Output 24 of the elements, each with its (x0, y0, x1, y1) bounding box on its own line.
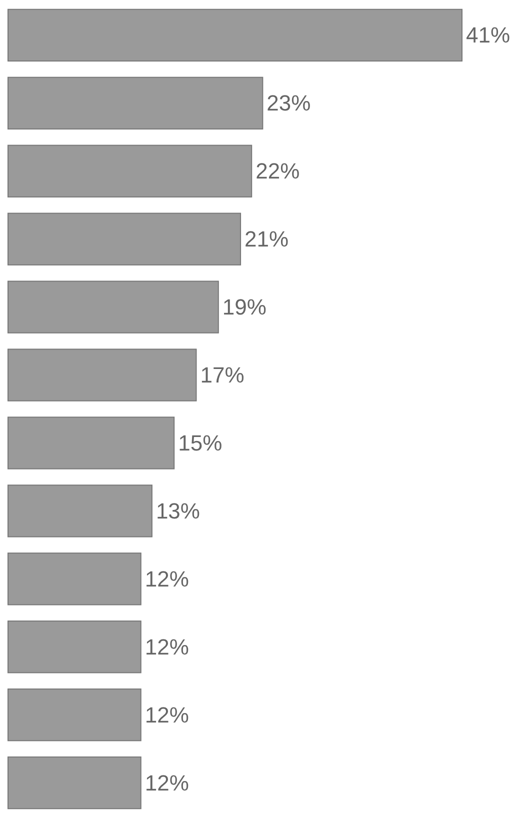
data-label: 12% (144, 566, 189, 592)
bar (8, 688, 142, 742)
bar (8, 76, 264, 130)
data-label: 23% (266, 90, 311, 116)
bar (8, 552, 142, 606)
data-label: 15% (178, 430, 222, 456)
data-label: 12% (144, 634, 189, 660)
bar (8, 144, 252, 198)
data-label: 12% (144, 702, 189, 728)
data-label: 19% (222, 294, 266, 320)
bar (8, 348, 197, 402)
bar (8, 416, 175, 470)
data-label: 22% (256, 158, 300, 184)
bar (8, 280, 219, 334)
data-label: 12% (144, 770, 189, 796)
bar (8, 756, 142, 810)
data-label: 17% (200, 362, 244, 388)
bar (8, 8, 462, 62)
bar (8, 484, 152, 538)
data-label: 13% (156, 498, 200, 524)
bar (8, 212, 242, 266)
bar (8, 620, 142, 674)
data-label: 41% (466, 22, 510, 48)
data-label: 21% (244, 226, 289, 252)
